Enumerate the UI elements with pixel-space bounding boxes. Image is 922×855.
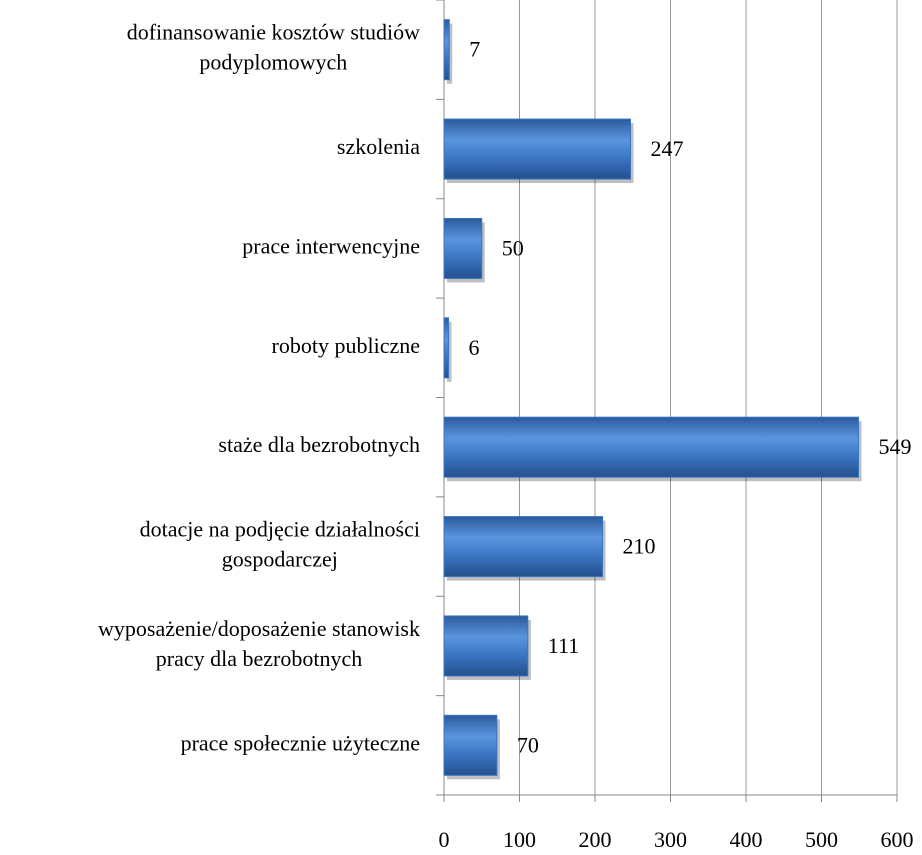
bar [443,714,498,776]
bar [443,118,631,180]
y-tick-label: dotacje na podjęcie działalności [140,517,420,542]
data-label: 50 [502,235,524,260]
data-label: 6 [469,335,480,360]
bar [443,19,450,81]
x-tick-label: 400 [730,827,763,852]
bar [443,217,483,279]
bar [443,416,859,478]
bar [443,516,604,578]
data-label: 7 [469,37,480,62]
bar [443,615,529,677]
bar [443,317,450,379]
x-tick-label: 600 [881,827,914,852]
y-tick-label: dofinansowanie kosztów studiów [127,20,420,45]
x-tick-label: 100 [503,827,536,852]
data-label: 111 [548,633,579,658]
x-tick-label: 500 [805,827,838,852]
data-label: 247 [650,136,683,161]
x-tick-label: 0 [439,827,450,852]
y-tick-label: szkolenia [337,134,420,159]
y-tick-label: roboty publiczne [272,333,420,358]
data-label: 210 [623,534,656,559]
y-tick-label: pracy dla bezrobotnych [156,646,362,671]
y-tick-label: wyposażenie/doposażenie stanowisk [98,616,420,641]
data-label: 70 [517,732,539,757]
x-tick-label: 200 [579,827,612,852]
bar-shadow [447,321,452,382]
y-tick-label: gospodarczej [222,547,338,572]
y-tick-label: prace społecznie użyteczne [181,730,420,755]
data-label: 549 [878,434,911,459]
y-tick-label: prace interwencyjne [242,233,420,258]
x-tick-label: 300 [654,827,687,852]
y-tick-label: podyplomowych [199,50,347,75]
y-tick-label: staże dla bezrobotnych [218,432,420,457]
